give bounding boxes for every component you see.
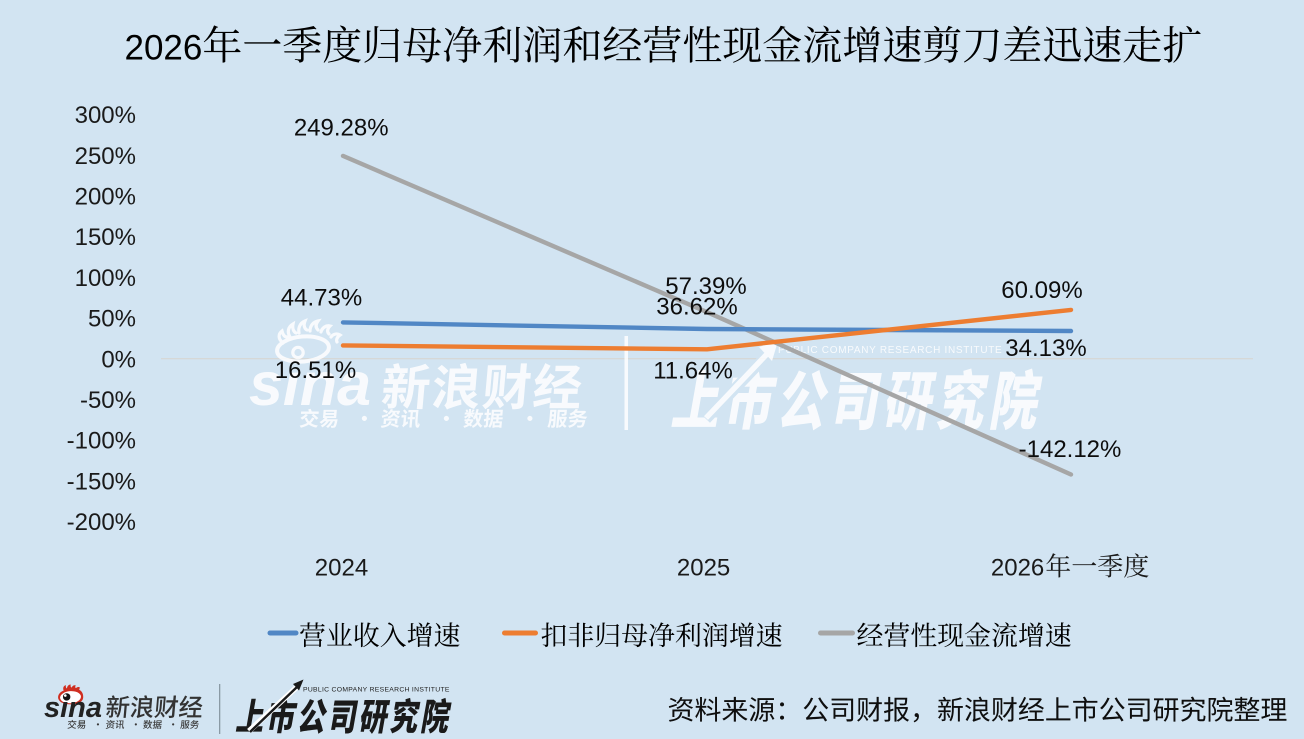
svg-text:-100%: -100% [67, 428, 136, 455]
svg-text:57.39%: 57.39% [665, 273, 746, 300]
svg-text:-200%: -200% [67, 509, 136, 536]
svg-text:-150%: -150% [67, 468, 136, 495]
svg-text:200%: 200% [75, 184, 136, 211]
svg-text:150%: 150% [75, 224, 136, 251]
svg-text:50%: 50% [88, 306, 136, 333]
svg-text:-50%: -50% [80, 387, 136, 414]
svg-text:sına: sına [44, 692, 102, 724]
svg-text:0%: 0% [101, 346, 136, 373]
svg-text:36.62%: 36.62% [656, 294, 737, 321]
svg-text:2025: 2025 [677, 555, 730, 582]
svg-text:16.51%: 16.51% [275, 357, 356, 384]
svg-text:100%: 100% [75, 265, 136, 292]
svg-text:2024: 2024 [315, 555, 368, 582]
svg-text:249.28%: 249.28% [294, 114, 389, 141]
svg-text:sına: sına [249, 350, 371, 418]
svg-text:11.64%: 11.64% [653, 358, 733, 385]
svg-text:300%: 300% [75, 102, 136, 129]
svg-text:34.13%: 34.13% [1005, 335, 1086, 362]
svg-text:PUBLIC COMPANY RESEARCH INSTIT: PUBLIC COMPANY RESEARCH INSTITUTE [303, 687, 450, 694]
svg-text:250%: 250% [75, 143, 136, 170]
svg-text:PUBLIC COMPANY RESEARCH INSTIT: PUBLIC COMPANY RESEARCH INSTITUTE [778, 345, 1002, 356]
svg-text:-142.12%: -142.12% [1019, 436, 1122, 463]
svg-text:2026: 2026 [125, 29, 203, 68]
svg-text:60.09%: 60.09% [1001, 277, 1082, 304]
svg-text:44.73%: 44.73% [281, 285, 362, 312]
svg-text:2026: 2026 [991, 555, 1044, 582]
